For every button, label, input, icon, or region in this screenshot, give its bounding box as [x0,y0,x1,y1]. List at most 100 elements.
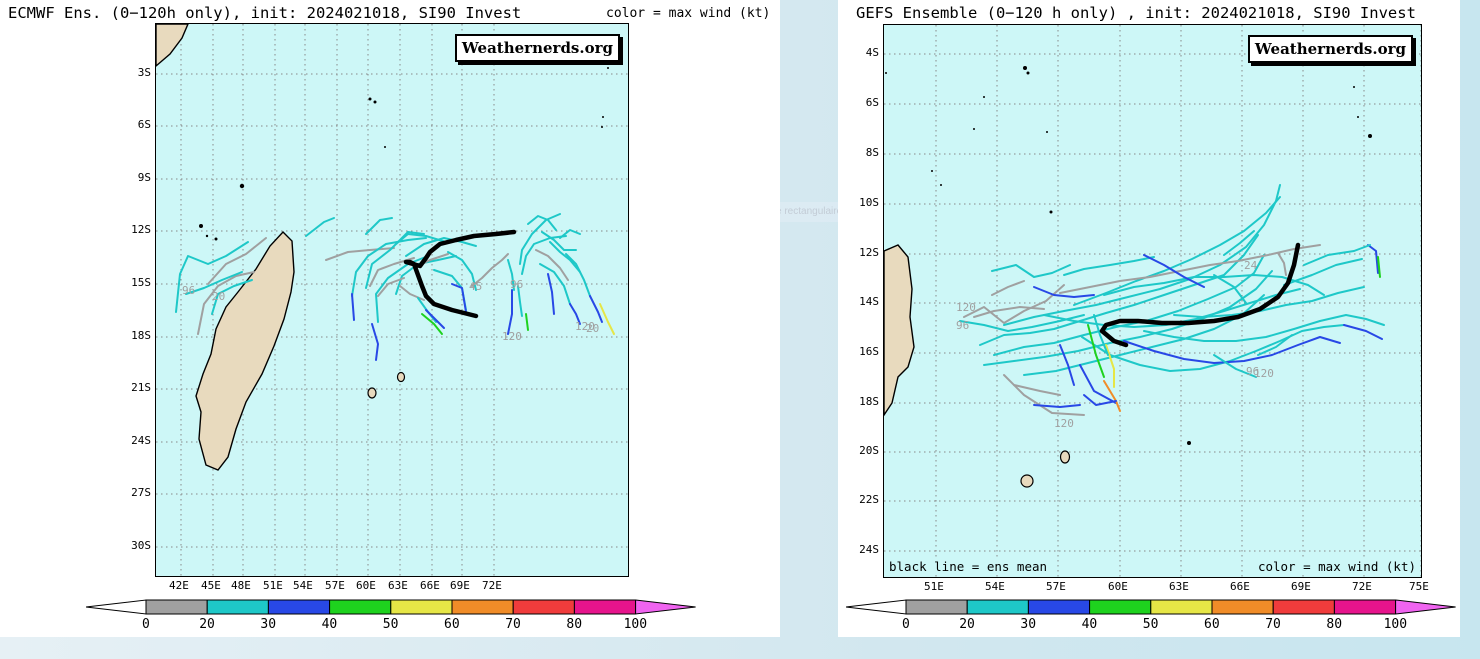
colorbar-label: 20 [959,617,975,632]
lon-tick: 69E [1291,580,1311,593]
colorbar-segment [1333,599,1397,615]
lat-tick: 24S [131,434,151,447]
lat-tick: 6S [137,118,151,131]
lon-tick: 72E [482,579,502,592]
track-label: 96 [182,284,195,297]
colorbar-label: 0 [142,617,150,632]
ecmwf-colorbar [86,599,696,615]
lat-tick: 16S [859,345,879,358]
lon-tick: 60E [1108,580,1128,593]
capture-label: Capture rectangulaire [746,206,843,217]
colorbar-segment [451,599,514,615]
lon-tick: 60E [356,579,376,592]
colorbar-label: 20 [199,617,215,632]
lon-tick: 51E [924,580,944,593]
madagascar-coast [884,244,915,417]
gefs-ens-mean-track [1099,242,1301,348]
lon-tick: 69E [450,579,470,592]
african-coast [156,24,189,67]
track-label: 120 [1054,417,1074,430]
lat-tick: 18S [859,395,879,408]
ecmwf-land [156,24,609,471]
colorbar-segment [1089,599,1152,615]
reunion-island [367,387,377,399]
colorbar-label: 50 [1142,617,1159,632]
colorbar-segment [329,599,392,615]
colorbar-segment [206,599,269,615]
track-label: 120 [1254,367,1274,380]
gefs-watermark: Weathernerds.org [1247,35,1413,63]
colorbar-segment [1272,599,1335,615]
reunion-island [1020,474,1034,488]
lat-tick: 3S [137,66,151,79]
track-label: 20 [212,290,225,303]
track-label: 120 [575,320,595,333]
lat-tick: 9S [137,171,151,184]
track-label: 20 [586,322,599,335]
lat-tick: 24S [859,543,879,556]
lat-tick: 14S [859,295,879,308]
lon-tick: 54E [985,580,1005,593]
lon-tick: 51E [263,579,283,592]
colorbar-label: 50 [382,617,399,632]
lat-tick: 21S [131,381,151,394]
lat-tick: 6S [865,96,879,109]
colorbar-label: 0 [902,617,910,632]
colorbar-label: 40 [1081,617,1098,632]
lat-tick: 12S [859,246,879,259]
lon-tick: 66E [420,579,440,592]
colorbar-label: 100 [623,617,648,632]
lat-tick: 20S [859,444,879,457]
gefs-color-note: color = max wind (kt) [1257,559,1416,574]
colorbar-label: 60 [1204,617,1220,632]
track-label: 120 [502,330,522,343]
madagascar [195,230,295,471]
colorbar-segment [390,599,453,615]
colorbar-segment [1027,599,1091,615]
gefs-land [884,66,1372,488]
colorbar-segment [145,599,208,615]
lat-tick: 22S [859,493,879,506]
lon-tick: 45E [201,579,221,592]
colorbar-label: 30 [260,617,277,632]
colorbar-label: 80 [566,617,583,632]
mauritius-island [396,371,406,383]
lat-tick: 10S [859,196,879,209]
lat-tick: 30S [131,539,151,552]
colorbar-label: 60 [444,617,460,632]
lat-tick: 8S [865,146,879,159]
gefs-member-tracks [959,184,1385,416]
ecmwf-watermark: Weathernerds.org [454,34,620,62]
lon-tick: 75E [1409,580,1429,593]
lon-tick: 54E [293,579,313,592]
ecmwf-color-note: color = max wind (kt) [606,6,771,21]
colorbar-label: 70 [1265,617,1281,632]
ecmwf-member-tracks [175,213,615,361]
mauritius-island [1059,450,1071,464]
colorbar-label: 30 [1020,617,1037,632]
lat-tick: 4S [865,46,879,59]
colorbar-high-arrow [1395,599,1456,615]
lat-tick: 12S [131,223,151,236]
lon-tick: 72E [1352,580,1372,593]
lon-tick: 42E [169,579,189,592]
track-label: 45 [469,280,482,293]
track-label: 120 [956,301,976,314]
colorbar-low-arrow [86,599,147,615]
gefs-map[interactable]: 24 120 96 96 120 120 Weathernerds.org black l… [883,24,1422,578]
ecmwf-ens-mean-track [403,229,517,319]
colorbar-segment [905,599,968,615]
lat-tick: 15S [131,276,151,289]
lon-tick: 57E [1046,580,1066,593]
lon-tick: 63E [388,579,408,592]
gefs-gridlines [884,25,1421,577]
colorbar-high-arrow [635,599,696,615]
colorbar-low-arrow [846,599,907,615]
ecmwf-map[interactable]: 96 20 45 96 120 120 20 Weathernerds.org [155,23,629,577]
colorbar-segment [267,599,331,615]
lon-tick: 66E [1230,580,1250,593]
ecmwf-title: ECMWF Ens. (0−120h only), init: 20240210… [8,4,522,22]
